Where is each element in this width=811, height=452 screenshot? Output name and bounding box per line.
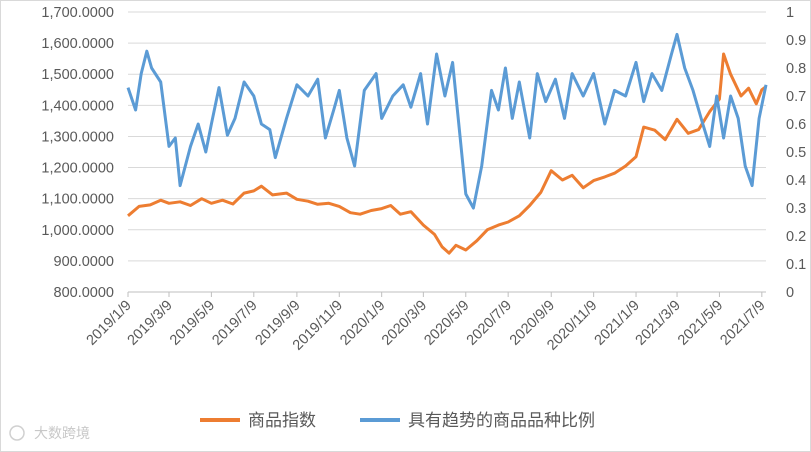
y-right-tick-label: 0.6 [786,117,806,133]
x-tick-label: 2021/5/9 [675,298,726,349]
y-right-tick-label: 0.2 [786,229,806,245]
y-right-tick-label: 0.8 [786,61,806,77]
y-right-tick-label: 0.3 [786,201,806,217]
y-right-tick-label: 0.1 [786,257,806,273]
y-left-tick-label: 800.0000 [54,285,114,301]
watermark-text: 大数跨境 [34,426,90,442]
y-left-tick-label: 1,000.0000 [41,223,114,239]
y-axis-right: 0 0.1 0.2 0.3 0.4 0.5 0.6 0.7 0.8 0.9 1 [786,5,806,301]
y-left-tick-label: 1,600.0000 [41,36,114,52]
legend: 商品指数 具有趋势的商品品种比例 [200,411,595,431]
y-left-tick-label: 1,100.0000 [41,192,114,208]
commodity-index-line [127,52,767,255]
y-right-tick-label: 1 [786,5,794,21]
x-tick-label: 2019/5/9 [167,298,218,349]
x-tick-label: 2021/3/9 [633,298,684,349]
x-tick-label: 2020/7/9 [464,298,515,349]
series-lines [126,32,768,255]
y-left-tick-label: 1,700.0000 [41,5,114,21]
watermark-logo-icon [9,425,25,441]
x-tick-label: 2019/3/9 [125,298,176,349]
x-tick-label: 2020/3/9 [379,298,430,349]
x-tick-label: 2020/1/9 [337,298,388,349]
y-axis-left: 800.0000 900.0000 1,000.0000 1,100.0000 1,20… [41,5,114,301]
y-left-tick-label: 900.0000 [54,254,114,270]
y-left-tick-label: 1,300.0000 [41,129,114,145]
y-right-tick-label: 0.9 [786,33,806,49]
legend-label-commodity-index: 商品指数 [248,411,316,431]
trend-ratio-line [126,32,768,210]
x-tick-label: 2021/7/9 [717,298,768,349]
y-right-tick-label: 0 [786,285,794,301]
y-right-tick-label: 0.4 [786,173,806,189]
y-left-tick-label: 1,200.0000 [41,161,114,177]
x-tick-label: 2020/5/9 [421,298,472,349]
y-left-tick-label: 1,400.0000 [41,98,114,114]
x-tick-label: 2019/7/9 [209,298,260,349]
y-right-tick-label: 0.7 [786,89,806,105]
y-left-tick-label: 1,500.0000 [41,67,114,83]
watermark: 大数跨境 [9,425,90,442]
x-axis: 2019/1/92019/3/92019/5/92019/7/92019/9/9… [84,291,769,354]
y-right-tick-label: 0.5 [786,145,806,161]
legend-label-trend-ratio: 具有趋势的商品品种比例 [408,411,595,431]
